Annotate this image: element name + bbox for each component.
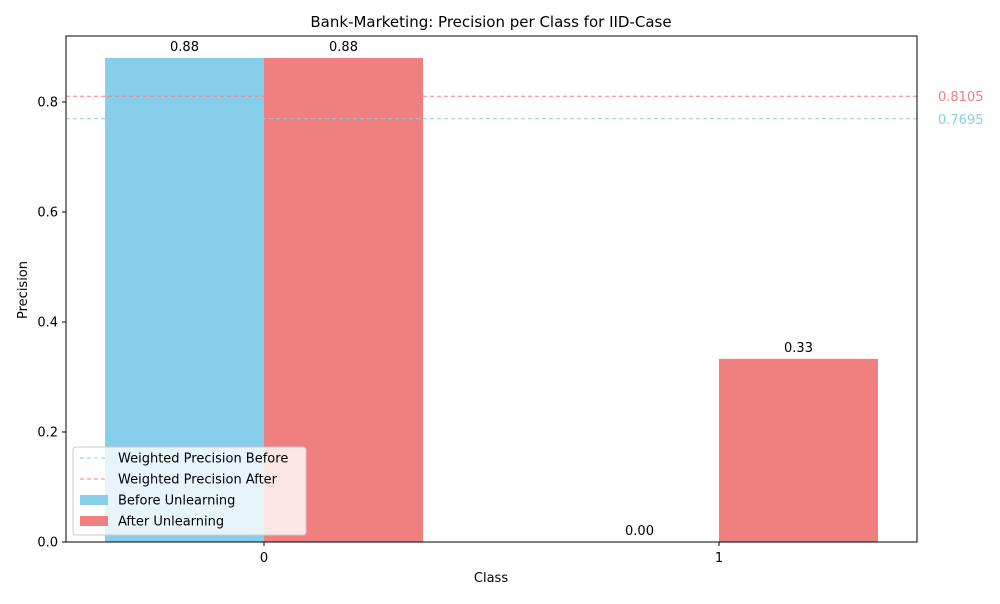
legend-entry-label: After Unlearning — [118, 515, 224, 530]
x-axis-label: Class — [474, 571, 508, 586]
chart-title: Bank-Marketing: Precision per Class for … — [310, 13, 671, 31]
y-tick-label: 0.0 — [37, 536, 58, 551]
plot-frame — [65, 35, 918, 543]
x-tick-label: 0 — [260, 551, 268, 566]
weighted-precision-after-label: 0.8105 — [938, 90, 984, 105]
legend-color-swatch — [80, 495, 108, 505]
legend-entry-label: Weighted Precision Before — [118, 452, 288, 467]
y-tick-label: 0.6 — [37, 206, 58, 221]
bar-after-class-1 — [719, 358, 878, 542]
y-tick-label: 0.2 — [37, 426, 58, 441]
y-axis-label: Precision — [16, 261, 31, 319]
y-tick-label: 0.4 — [37, 316, 58, 331]
bar-value-label: 0.88 — [170, 40, 199, 55]
legend-entry-label: Before Unlearning — [118, 494, 235, 509]
weighted-precision-before-label: 0.7695 — [938, 113, 984, 128]
legend-color-swatch — [80, 516, 108, 526]
bar-value-label: 0.88 — [329, 40, 358, 55]
legend-entry-label: Weighted Precision After — [118, 473, 278, 488]
y-tick-label: 0.8 — [37, 96, 58, 111]
bar-value-label: 0.00 — [625, 524, 654, 539]
legend-box — [72, 446, 307, 536]
bar-value-label: 0.33 — [784, 341, 813, 356]
plot-area: 0.88 0.00 0.88 0.33 0.7695 0.8105 0.0 0.2 0.4 0.6… — [37, 35, 984, 566]
x-tick-label: 1 — [715, 551, 723, 566]
